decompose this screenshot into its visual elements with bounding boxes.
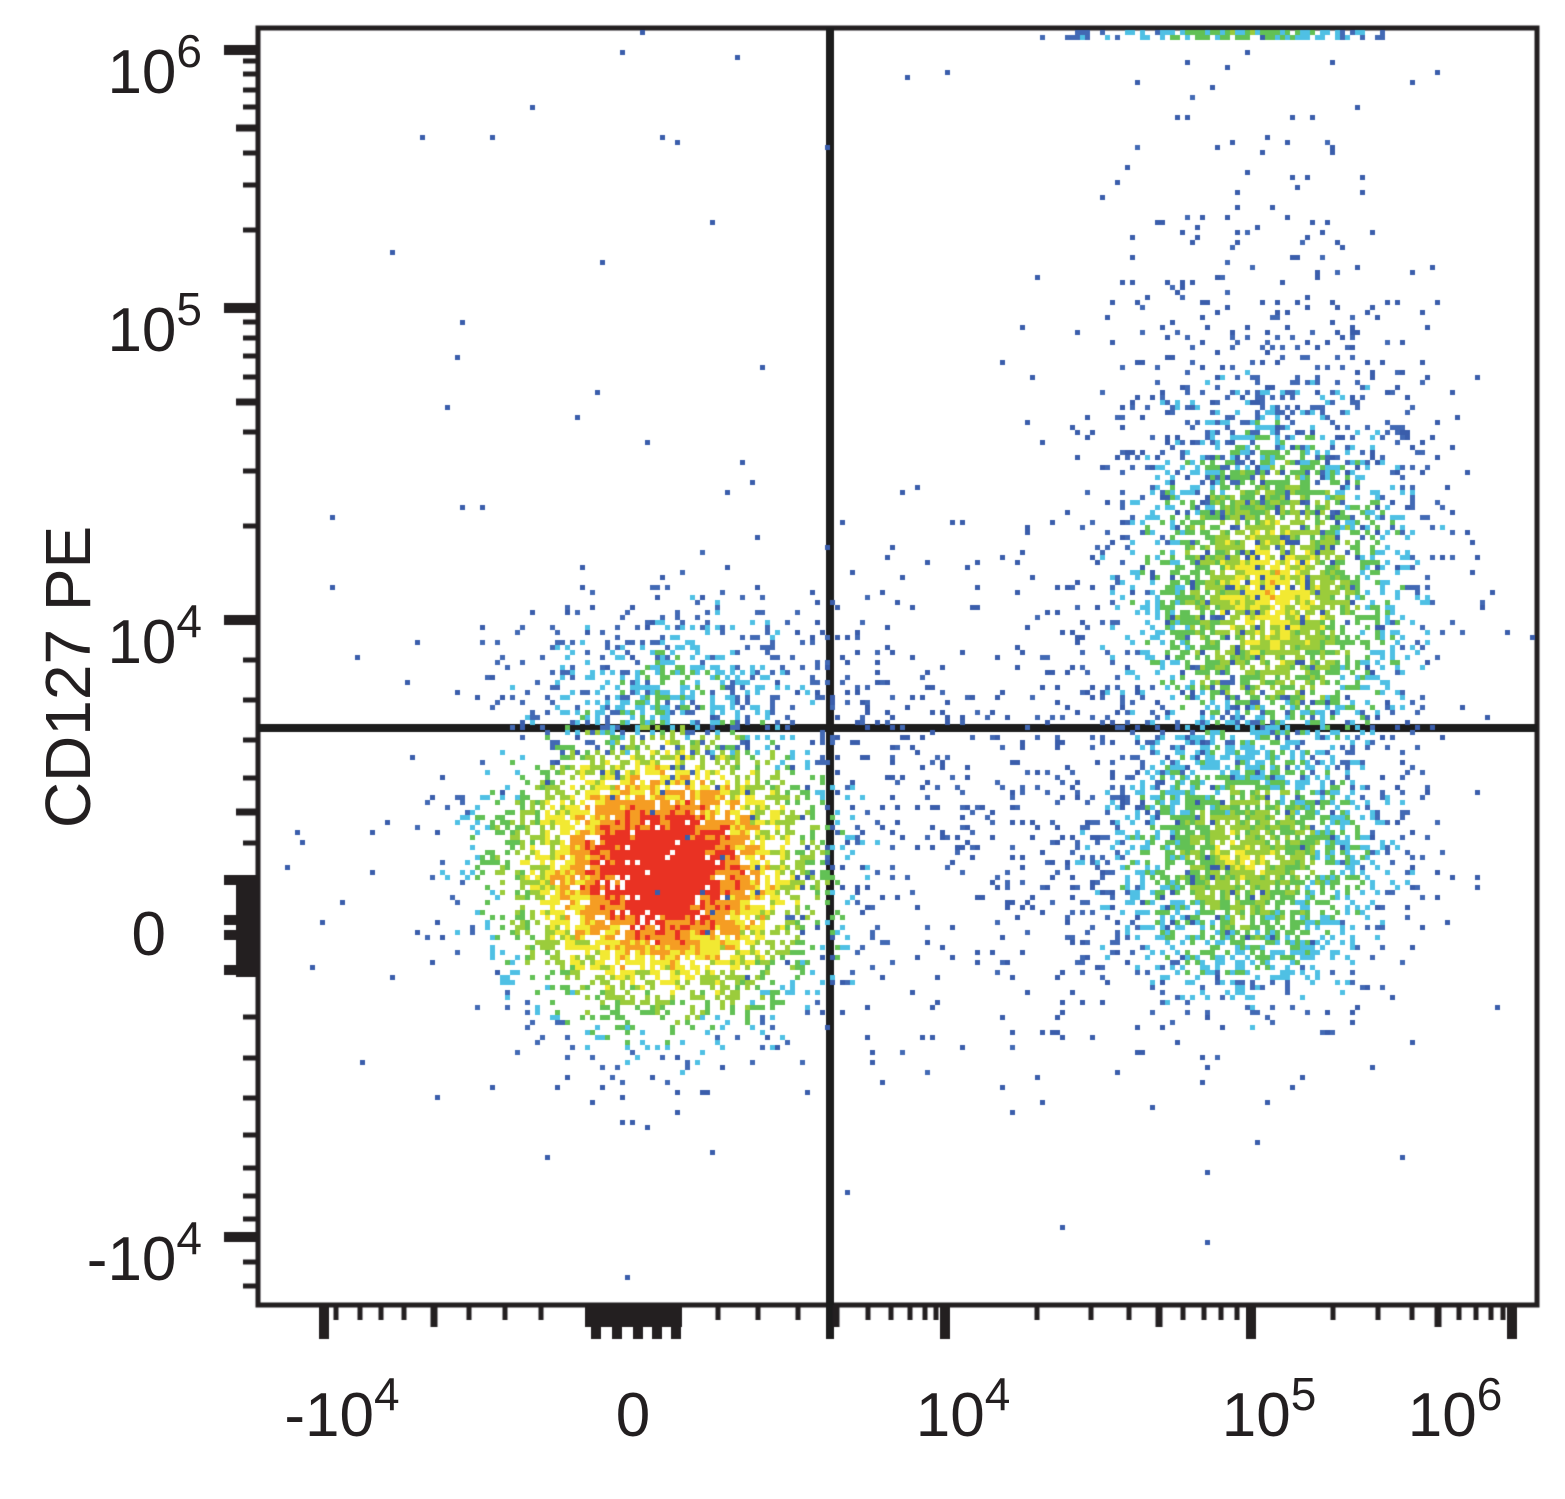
tick-label-base: 10 (107, 608, 177, 677)
tick-label-base: 0 (131, 900, 166, 969)
y-tick-label: 104 (107, 598, 202, 674)
x-tick-label: 0 (523, 1385, 743, 1447)
tick-label-base: 0 (615, 1381, 651, 1450)
tick-label-exponent: 6 (176, 25, 202, 77)
tick-label-exponent: 4 (374, 1368, 400, 1420)
tick-label-base: 10 (1407, 1381, 1477, 1450)
tick-label-base: 10 (915, 1381, 985, 1450)
tick-label-exponent: 4 (176, 1212, 202, 1264)
y-tick-label: 105 (107, 286, 202, 362)
tick-label-base: -10 (86, 1225, 177, 1294)
tick-label-exponent: 5 (1290, 1368, 1317, 1420)
x-tick-label: 106 (1345, 1371, 1565, 1447)
tick-label-base: 10 (107, 38, 177, 107)
tick-label-base: 10 (107, 296, 177, 365)
y-tick-label: -104 (87, 1215, 202, 1291)
x-tick-label: 104 (853, 1371, 1073, 1447)
x-tick-label: -104 (232, 1371, 452, 1447)
y-axis-title: CD127 PE (32, 525, 104, 829)
tick-label-exponent: 5 (176, 283, 202, 335)
tick-label-base: 10 (1221, 1381, 1291, 1450)
tick-label-exponent: 4 (176, 595, 202, 647)
tick-label-base: -10 (284, 1381, 374, 1450)
tick-label-exponent: 6 (1476, 1368, 1503, 1420)
y-tick-label: 0 (132, 904, 202, 966)
tick-label-exponent: 4 (984, 1368, 1011, 1420)
y-tick-label: 106 (107, 28, 202, 104)
x-tick-label: 105 (1159, 1371, 1379, 1447)
